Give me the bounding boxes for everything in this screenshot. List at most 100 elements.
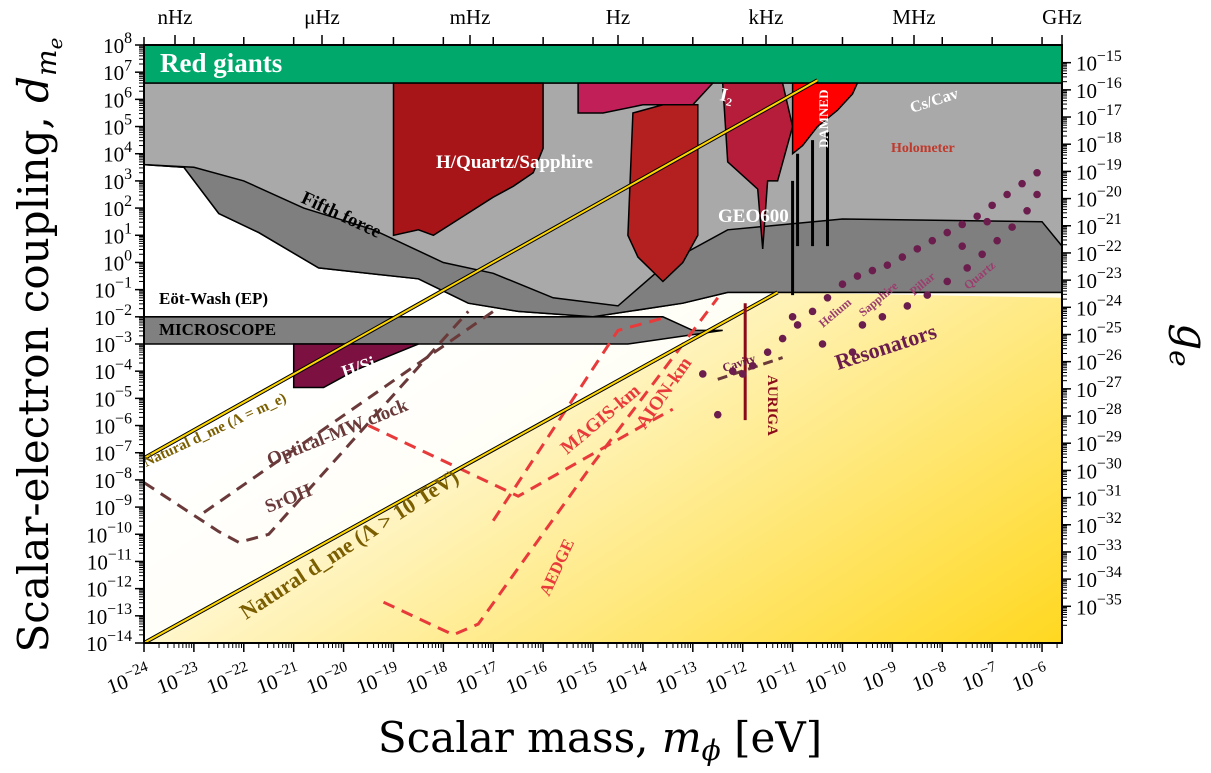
y-tick-label: 105 (103, 112, 132, 140)
label-eot-wash: Eöt-Wash (EP) (159, 289, 268, 308)
y-tick-label: 101 (103, 220, 132, 248)
top-axis-label: nHz (158, 5, 193, 29)
y2-tick-label: 10−20 (1076, 184, 1122, 212)
y2-tick-label: 10−25 (1076, 320, 1122, 348)
y-tick-label: 10−1 (94, 275, 132, 303)
projection-aedge (382, 296, 719, 637)
resonator-point (898, 253, 907, 261)
x-tick-label-group: 10−9 (858, 659, 902, 697)
y2-tick-label: 10−35 (1076, 591, 1122, 619)
resonator-point (883, 261, 892, 269)
region-i2 (577, 82, 715, 114)
y-tick-label: 10−5 (94, 383, 132, 411)
right-axis-ge: 10−1510−1610−1710−1810−1910−2010−2110−22… (1062, 48, 1122, 626)
resonator-point (983, 217, 991, 226)
y-tick-label: 10−4 (94, 356, 132, 384)
x-tick-label: 10−6 (1008, 659, 1052, 697)
y2-tick-label: 10−34 (1076, 564, 1122, 592)
resonator-point (978, 250, 986, 259)
region-cs-cav (791, 82, 859, 156)
resonator-point (853, 272, 862, 280)
resonator-point (1033, 168, 1041, 177)
resonator-point (958, 220, 967, 229)
y2-tick-label: 10−21 (1076, 211, 1122, 239)
resonator-point (713, 410, 722, 419)
y2-tick-label: 10−15 (1076, 48, 1122, 76)
region-geo600 (627, 104, 699, 283)
resonator-point (928, 236, 937, 245)
resonator-point (958, 242, 967, 250)
x-tick-label-group: 10−11 (753, 659, 799, 699)
label-microscope: MICROSCOPE (159, 320, 276, 339)
resonator-point (1008, 223, 1016, 231)
label-auriga: AURIGA (764, 375, 780, 436)
resonator-point (943, 277, 952, 286)
x-tick-label-group: 10−14 (602, 659, 649, 699)
y2-tick-label: 10−17 (1076, 102, 1122, 130)
x-tick-label-group: 10−7 (959, 659, 999, 697)
label-geo600: GEO600 (718, 206, 789, 227)
top-axis-label: Hz (606, 5, 631, 29)
resonator-point (913, 245, 922, 253)
x-tick-label-group: 10−21 (253, 659, 300, 699)
y2-tick-label: 10−33 (1076, 537, 1122, 565)
x-tick-label-group: 10−13 (652, 659, 699, 699)
top-axis-label: μHz (304, 5, 340, 29)
resonator-point (838, 280, 847, 289)
y2-tick-label: 10−23 (1076, 265, 1122, 293)
label-holometer: Holometer (891, 141, 955, 156)
resonator-point (788, 313, 797, 321)
resonator-point (793, 321, 802, 329)
resonator-point (1018, 179, 1026, 188)
resonator-point (1023, 207, 1031, 215)
label-red-giants: Red giants (160, 48, 282, 78)
resonator-point (993, 236, 1001, 245)
y-tick-label: 103 (103, 166, 132, 194)
y2-tick-label: 10−30 (1076, 455, 1122, 483)
x-tick-label-group: 10−23 (153, 659, 200, 699)
y-tick-label: 10−12 (86, 574, 132, 602)
y-tick-label: 10−13 (86, 601, 132, 629)
projection-sroh (144, 310, 470, 545)
resonator-point (943, 228, 952, 237)
x-tick-label: 10−9 (858, 659, 902, 697)
resonator-point (763, 348, 772, 356)
y2-tick-label: 10−29 (1076, 428, 1122, 456)
x-tick-label-group: 10−17 (453, 659, 500, 699)
label-h-quartz-sapphire: H/Quartz/Sapphire (436, 152, 593, 173)
resonator-point (923, 291, 932, 299)
resonator-point (988, 201, 996, 210)
projection-magis-km (367, 407, 674, 498)
y-tick-label: 10−14 (86, 628, 132, 656)
y-tick-label: 10−9 (94, 492, 132, 520)
resonator-point (1003, 190, 1011, 199)
resonator-point (818, 340, 827, 348)
resonator-point (698, 370, 707, 378)
resonator-point (858, 321, 867, 329)
y-tick-label: 10−6 (94, 411, 132, 439)
x-axis-label: Scalar mass, mϕ [eV] (378, 713, 822, 767)
label-damned: DAMNED (816, 90, 831, 149)
resonator-points (698, 168, 1041, 419)
right-axis-label: ge (1163, 323, 1211, 366)
x-tick-label: 10−20 (302, 659, 353, 699)
projection-aion-km (491, 315, 669, 522)
top-axis-label: GHz (1042, 5, 1082, 29)
resonator-point (823, 293, 832, 302)
resonator-point (808, 307, 817, 316)
x-tick-label-group: 10−6 (1008, 659, 1052, 697)
resonator-point (973, 212, 981, 221)
x-tick-label-group: 10−8 (909, 659, 948, 697)
y2-tick-label: 10−18 (1076, 129, 1122, 157)
y2-tick-label: 10−32 (1076, 510, 1122, 538)
y2-tick-label: 10−19 (1076, 156, 1122, 184)
y-tick-label: 10−8 (94, 465, 132, 493)
region-h-quartz-sapphire (392, 82, 544, 237)
y-tick-label: 107 (103, 57, 132, 85)
label-i2: I₂ (718, 84, 735, 107)
resonator-point (778, 334, 787, 343)
resonator-point (848, 348, 857, 356)
resonator-point (748, 361, 757, 370)
region-microscope (144, 316, 723, 345)
